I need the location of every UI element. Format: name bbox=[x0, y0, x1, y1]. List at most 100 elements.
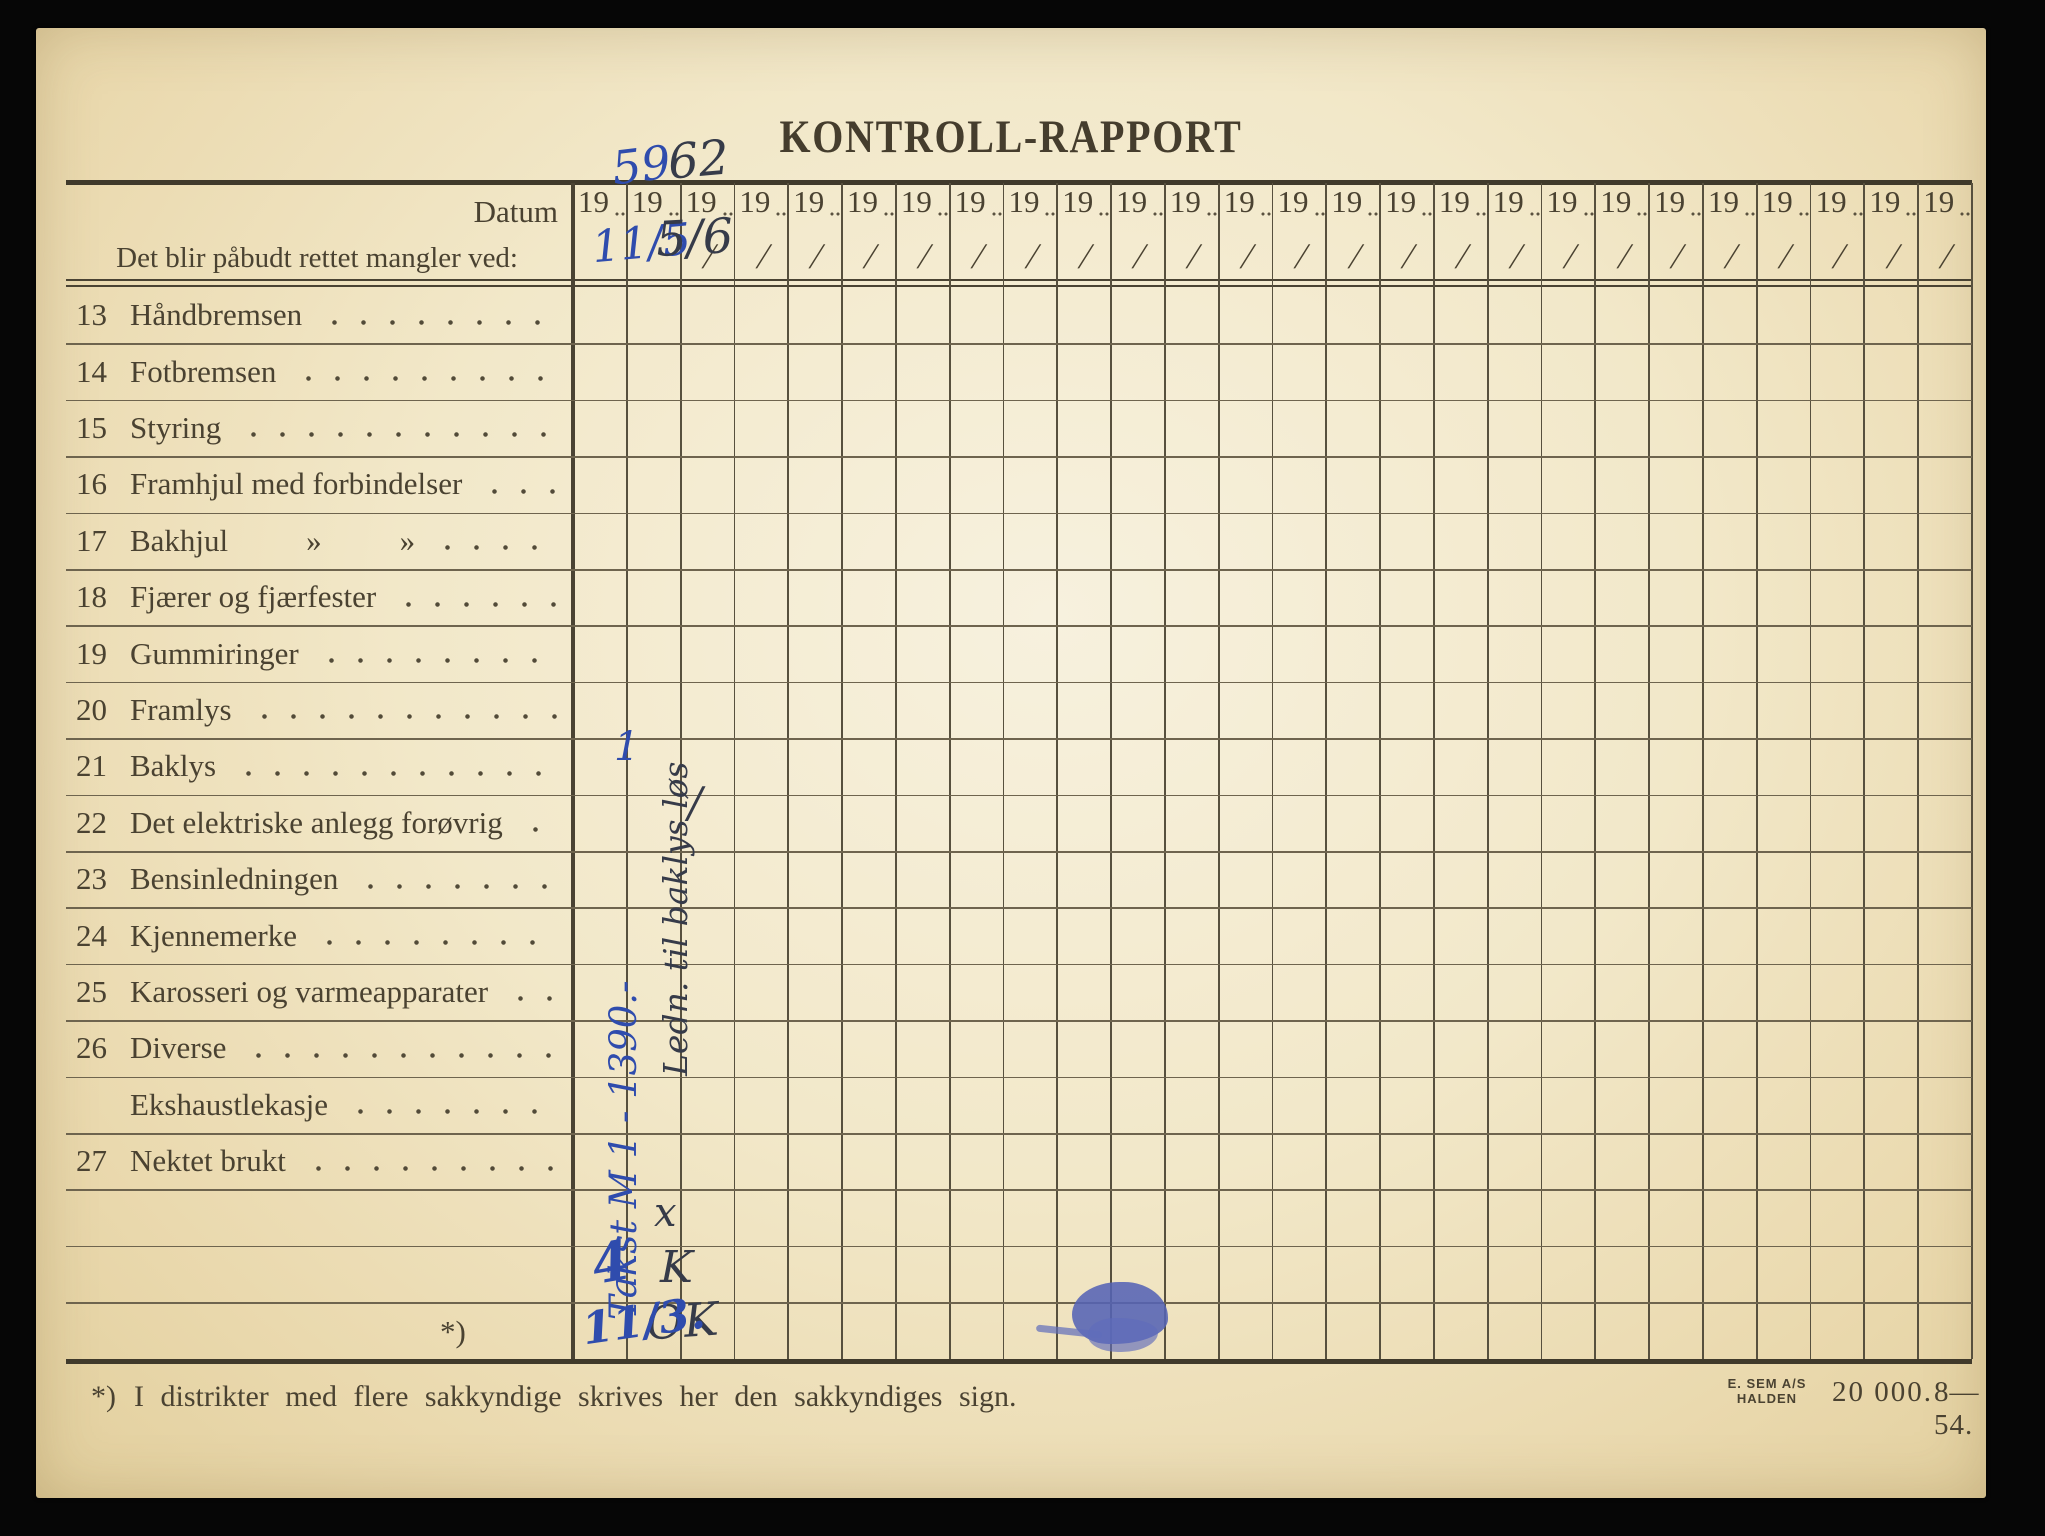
row-label: Framhjul med forbindelser bbox=[130, 466, 463, 502]
year-dotted-line bbox=[667, 212, 680, 216]
row-label: Fotbremsen bbox=[130, 353, 277, 389]
date-column-header: 19 / bbox=[1649, 180, 1703, 287]
row-line bbox=[66, 794, 1972, 797]
grid-column-line bbox=[948, 183, 951, 1359]
grid-column-line bbox=[1540, 183, 1543, 1359]
row-line bbox=[66, 1245, 1972, 1248]
inspection-row: *) bbox=[66, 1302, 573, 1358]
row-number: 22 bbox=[76, 804, 107, 840]
year-prefix: 19 bbox=[1438, 184, 1470, 219]
dot-leader bbox=[249, 714, 557, 720]
row-label: Fjærer og fjærfester bbox=[130, 579, 377, 615]
row-label: Styring bbox=[130, 409, 222, 445]
printed-date-slash: / bbox=[968, 236, 990, 276]
grid-column-line bbox=[1271, 183, 1274, 1359]
datum-label: Datum bbox=[473, 194, 558, 229]
row-number: 14 bbox=[76, 353, 107, 389]
row-number: 21 bbox=[76, 748, 107, 784]
year-dotted-line bbox=[721, 212, 734, 216]
row-line bbox=[66, 681, 1972, 684]
date-column-header: 19 / bbox=[1003, 180, 1057, 287]
year-dotted-line bbox=[1851, 212, 1864, 216]
grid-column-line bbox=[1594, 183, 1597, 1359]
year-prefix: 19 bbox=[1223, 184, 1255, 219]
ditto-mark: » bbox=[399, 522, 416, 558]
printed-date-slash: / bbox=[1936, 236, 1959, 276]
year-dotted-line bbox=[614, 212, 626, 216]
printed-date-slash: / bbox=[1613, 236, 1636, 276]
inspection-row: 24 Kjennemerke bbox=[66, 907, 573, 963]
date-column-header: 19 / bbox=[1918, 180, 1972, 287]
year-prefix: 19 bbox=[1492, 184, 1524, 219]
dot-leader bbox=[294, 376, 557, 382]
label-grid-divider bbox=[571, 183, 575, 1359]
inspection-row: 23 Bensinledningen bbox=[66, 851, 573, 907]
grid-column-line bbox=[1110, 183, 1112, 1359]
row-line bbox=[66, 907, 1972, 909]
printed-date-slash: / bbox=[1506, 236, 1528, 276]
handwritten-year-59: 59 bbox=[608, 134, 674, 196]
row-label: Framlys bbox=[130, 691, 232, 727]
ditto-mark: » bbox=[306, 522, 322, 558]
year-prefix: 19 bbox=[1062, 184, 1094, 219]
dot-leader bbox=[356, 883, 557, 889]
grid-column-line bbox=[1809, 183, 1812, 1359]
dot-leader bbox=[316, 658, 557, 664]
row-label: Karosseri og varmeapparater bbox=[130, 973, 489, 1009]
year-prefix: 19 bbox=[900, 184, 932, 219]
year-prefix: 19 bbox=[954, 184, 986, 219]
dot-leader bbox=[244, 1052, 557, 1058]
year-dotted-line bbox=[883, 212, 896, 216]
paper-sheet: KONTROLL-RAPPORT Datum Det blir påbudt r… bbox=[36, 28, 1986, 1498]
print-run: 20 000. bbox=[1832, 1376, 1933, 1408]
row-line bbox=[66, 851, 1972, 853]
grid-column-line bbox=[679, 183, 682, 1359]
inspection-row: 22 Det elektriske anlegg forøvrig bbox=[66, 795, 573, 851]
row-number: 13 bbox=[76, 297, 107, 333]
year-prefix: 19 bbox=[685, 184, 717, 219]
row-label: Bakhjul bbox=[130, 522, 229, 558]
row-line bbox=[66, 1302, 1972, 1304]
row-label: Håndbremsen bbox=[130, 297, 303, 333]
inspection-row: 26 Diverse bbox=[66, 1020, 573, 1076]
year-dotted-line bbox=[1582, 212, 1595, 216]
dot-leader bbox=[303, 1165, 557, 1171]
date-column-header: 19 / bbox=[1542, 180, 1596, 287]
year-prefix: 19 bbox=[1169, 184, 1201, 219]
year-dotted-line bbox=[1152, 212, 1165, 216]
row-line bbox=[66, 1076, 1972, 1079]
date-column-header: 19 / bbox=[896, 180, 950, 287]
inspection-row bbox=[66, 1246, 573, 1302]
year-dotted-line bbox=[1636, 212, 1649, 216]
inspection-row: 18 Fjærer og fjærfester bbox=[66, 569, 573, 625]
grid-column-line bbox=[841, 183, 843, 1359]
grid-column-line bbox=[787, 183, 790, 1359]
row-line bbox=[66, 343, 1972, 345]
grid-column-line bbox=[1163, 183, 1166, 1359]
dot-leader bbox=[346, 1109, 557, 1115]
inspection-row: 25 Karosseri og varmeapparater bbox=[66, 964, 573, 1020]
dot-leader bbox=[480, 488, 557, 494]
date-column-header: 19 / bbox=[842, 180, 896, 287]
sign-row-star: *) bbox=[440, 1314, 466, 1350]
year-prefix: 19 bbox=[1331, 184, 1363, 219]
date-column-header: 19 / bbox=[734, 180, 788, 287]
grid-column-line bbox=[1433, 183, 1435, 1359]
date-column-header: 19 / bbox=[1165, 180, 1219, 287]
row-label: Bensinledningen bbox=[130, 861, 339, 897]
year-dotted-line bbox=[990, 212, 1003, 216]
year-prefix: 19 bbox=[1815, 184, 1847, 219]
printed-date-slash: / bbox=[1829, 236, 1851, 276]
row-line bbox=[66, 399, 1972, 402]
year-dotted-line bbox=[1367, 212, 1380, 216]
handwritten-x-mark: x bbox=[654, 1190, 677, 1236]
row-line bbox=[66, 456, 1972, 458]
inspection-row: 17 Bakhjul » » bbox=[66, 513, 573, 569]
date-column-header: 19 bbox=[573, 180, 627, 287]
grid-column-line bbox=[1379, 183, 1381, 1359]
handwritten-note-ledning: Ledn. til baklys løs bbox=[656, 761, 695, 1076]
control-grid: Datum Det blir påbudt rettet mangler ved… bbox=[66, 180, 1973, 1364]
row-number: 16 bbox=[76, 466, 107, 502]
row-line bbox=[66, 569, 1972, 571]
